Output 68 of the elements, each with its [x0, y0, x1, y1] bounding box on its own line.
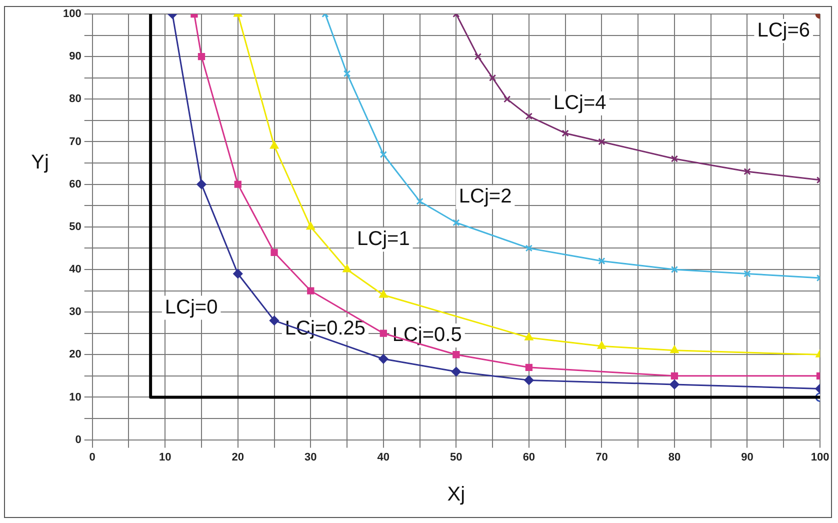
point: [597, 341, 606, 349]
x-tick-label: 80: [668, 451, 681, 464]
x-tick-label: 0: [89, 451, 96, 464]
point: [525, 364, 533, 371]
point: [670, 372, 678, 380]
point: [744, 168, 751, 176]
point: [488, 74, 496, 82]
y-tick-label: 30: [69, 306, 82, 318]
point: [452, 219, 460, 226]
y-tick-label: 60: [69, 178, 82, 190]
y-tick-label: 50: [69, 220, 82, 233]
point: [598, 138, 606, 146]
point: [670, 266, 678, 274]
point: [270, 316, 280, 326]
point: [378, 354, 388, 364]
y-tick-label: 70: [69, 136, 82, 148]
x-tick-label: 60: [522, 451, 536, 464]
series-label: LCj=0: [164, 296, 218, 318]
point: [198, 53, 206, 60]
x-tick-label: 10: [158, 451, 172, 464]
point: [524, 332, 534, 340]
point: [380, 330, 387, 337]
point: [451, 366, 461, 376]
point: [416, 198, 424, 205]
series-label: LCj=2: [458, 186, 512, 208]
series-label: LCj=4: [553, 92, 606, 114]
point: [452, 351, 460, 358]
point: [670, 380, 680, 390]
point: [306, 222, 315, 230]
y-tick-label: 20: [69, 348, 82, 361]
series-label: LCj=1: [357, 228, 410, 250]
point: [342, 264, 352, 272]
point: [504, 96, 511, 103]
point: [525, 244, 533, 252]
point: [233, 268, 243, 278]
point: [744, 270, 751, 278]
point: [270, 248, 278, 256]
point: [196, 180, 206, 190]
x-tick-label: 20: [232, 451, 244, 464]
point: [380, 150, 387, 158]
series-label: LCj=6: [757, 20, 810, 42]
y-tick-label: 0: [75, 434, 82, 446]
point: [562, 130, 569, 137]
point: [525, 112, 533, 120]
point: [307, 287, 314, 294]
point: [379, 290, 388, 298]
point: [270, 141, 278, 149]
x-axis-title: Xj: [447, 484, 466, 506]
x-tick-label: 30: [304, 451, 317, 464]
y-tick-label: 80: [69, 93, 82, 106]
y-tick-label: 10: [69, 391, 82, 404]
y-axis-title: Yj: [31, 152, 49, 174]
point: [343, 70, 351, 78]
point: [598, 257, 606, 265]
x-tick-label: 100: [810, 451, 830, 464]
point: [234, 180, 242, 188]
point: [524, 375, 534, 385]
y-tick-label: 40: [69, 264, 82, 276]
y-tick-label: 100: [62, 8, 82, 20]
x-tick-label: 40: [377, 451, 390, 464]
point: [670, 346, 679, 354]
x-tick-label: 90: [741, 451, 754, 464]
point: [670, 155, 678, 162]
series-label: LCj=0.5: [392, 324, 462, 346]
x-tick-label: 70: [596, 451, 608, 464]
y-tick-label: 90: [69, 50, 82, 63]
x-tick-label: 50: [450, 451, 462, 464]
point: [474, 53, 482, 60]
